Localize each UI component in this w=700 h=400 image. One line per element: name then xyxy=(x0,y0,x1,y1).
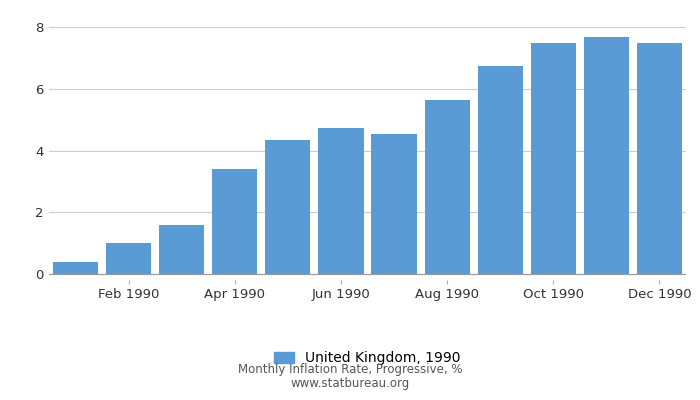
Bar xyxy=(53,262,98,274)
Legend: United Kingdom, 1990: United Kingdom, 1990 xyxy=(269,346,466,371)
Bar xyxy=(637,43,682,274)
Bar xyxy=(265,140,310,274)
Bar xyxy=(425,100,470,274)
Bar xyxy=(212,169,258,274)
Bar xyxy=(372,134,416,274)
Bar xyxy=(477,66,523,274)
Text: www.statbureau.org: www.statbureau.org xyxy=(290,378,410,390)
Bar xyxy=(531,43,576,274)
Bar xyxy=(106,243,151,274)
Text: Monthly Inflation Rate, Progressive, %: Monthly Inflation Rate, Progressive, % xyxy=(238,364,462,376)
Bar xyxy=(159,224,204,274)
Bar xyxy=(584,37,629,274)
Bar xyxy=(318,128,363,274)
